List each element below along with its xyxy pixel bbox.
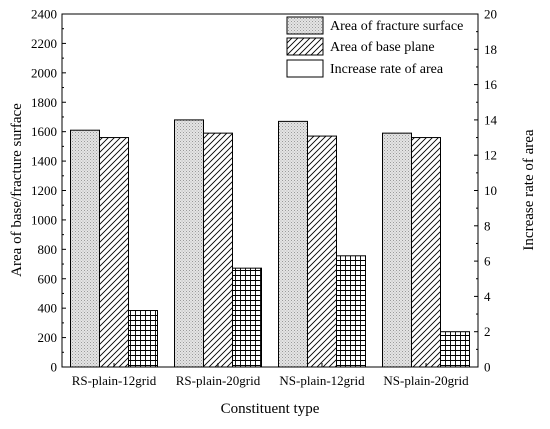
left-tick-label: 2400 <box>31 7 57 22</box>
bar-increase-rate <box>232 267 262 368</box>
bar-base-plane <box>307 135 337 368</box>
right-axis: 0 2 4 6 8 10 12 14 16 18 20 <box>474 7 498 375</box>
right-tick-label: 16 <box>484 77 498 92</box>
left-tick-label: 1000 <box>31 212 57 227</box>
left-tick-label: 2000 <box>31 65 57 80</box>
legend-label-increase-rate: Increase rate of area <box>330 62 444 77</box>
legend-swatch-base-plane <box>286 37 324 56</box>
bar-increase-rate <box>440 331 470 368</box>
right-tick-label: 4 <box>484 289 491 304</box>
right-tick-label: 2 <box>484 324 491 339</box>
legend-swatch-fracture-surface <box>286 16 324 35</box>
bar-base-plane <box>411 137 441 368</box>
right-tick-label: 6 <box>484 254 491 269</box>
bar-base-plane <box>99 137 129 368</box>
x-tick-label: RS-plain-20grid <box>176 373 261 388</box>
x-axis: RS-plain-12grid RS-plain-20grid NS-plain-1… <box>72 363 469 388</box>
x-tick-label: RS-plain-12grid <box>72 373 157 388</box>
left-tick-label: 1400 <box>31 154 57 169</box>
legend-label-base-plane: Area of base plane <box>330 40 435 55</box>
left-tick-label: 600 <box>38 271 58 286</box>
left-tick-label: 0 <box>51 360 58 375</box>
y2-axis-title: Increase rate of area <box>521 129 537 250</box>
right-tick-label: 0 <box>484 360 491 375</box>
bar-group <box>70 119 470 368</box>
left-tick-label: 2200 <box>31 36 57 51</box>
legend: Area of fracture surface Area of base pl… <box>286 16 463 78</box>
left-tick-label: 1200 <box>31 183 57 198</box>
bar-fracture-surface <box>70 129 100 368</box>
left-axis: 0 200 400 600 800 1000 1200 1400 1600 1800 2000 220… <box>31 7 66 375</box>
bar-base-plane <box>203 132 233 368</box>
bar-fracture-surface <box>174 119 204 368</box>
left-tick-label: 1600 <box>31 124 57 139</box>
right-tick-label: 20 <box>484 7 497 22</box>
left-tick-label: 800 <box>38 242 58 257</box>
bar-increase-rate <box>128 310 158 368</box>
bar-fracture-surface <box>278 120 308 368</box>
left-tick-label: 1800 <box>31 95 57 110</box>
bar-increase-rate <box>336 255 366 368</box>
left-tick-label: 400 <box>38 301 58 316</box>
x-axis-title: Constituent type <box>221 401 320 417</box>
left-tick-label: 200 <box>38 330 58 345</box>
legend-label-fracture-surface: Area of fracture surface <box>330 19 463 34</box>
right-tick-label: 12 <box>484 148 497 163</box>
x-tick-label: NS-plain-12grid <box>279 373 365 388</box>
right-tick-label: 10 <box>484 183 497 198</box>
x-tick-label: NS-plain-20grid <box>383 373 469 388</box>
right-tick-label: 18 <box>484 42 497 57</box>
legend-swatch-increase-rate <box>286 59 324 78</box>
y-axis-title: Area of base/fracture surface <box>9 103 25 277</box>
bar-fracture-surface <box>382 132 412 368</box>
right-tick-label: 8 <box>484 218 491 233</box>
right-tick-label: 14 <box>484 112 498 127</box>
